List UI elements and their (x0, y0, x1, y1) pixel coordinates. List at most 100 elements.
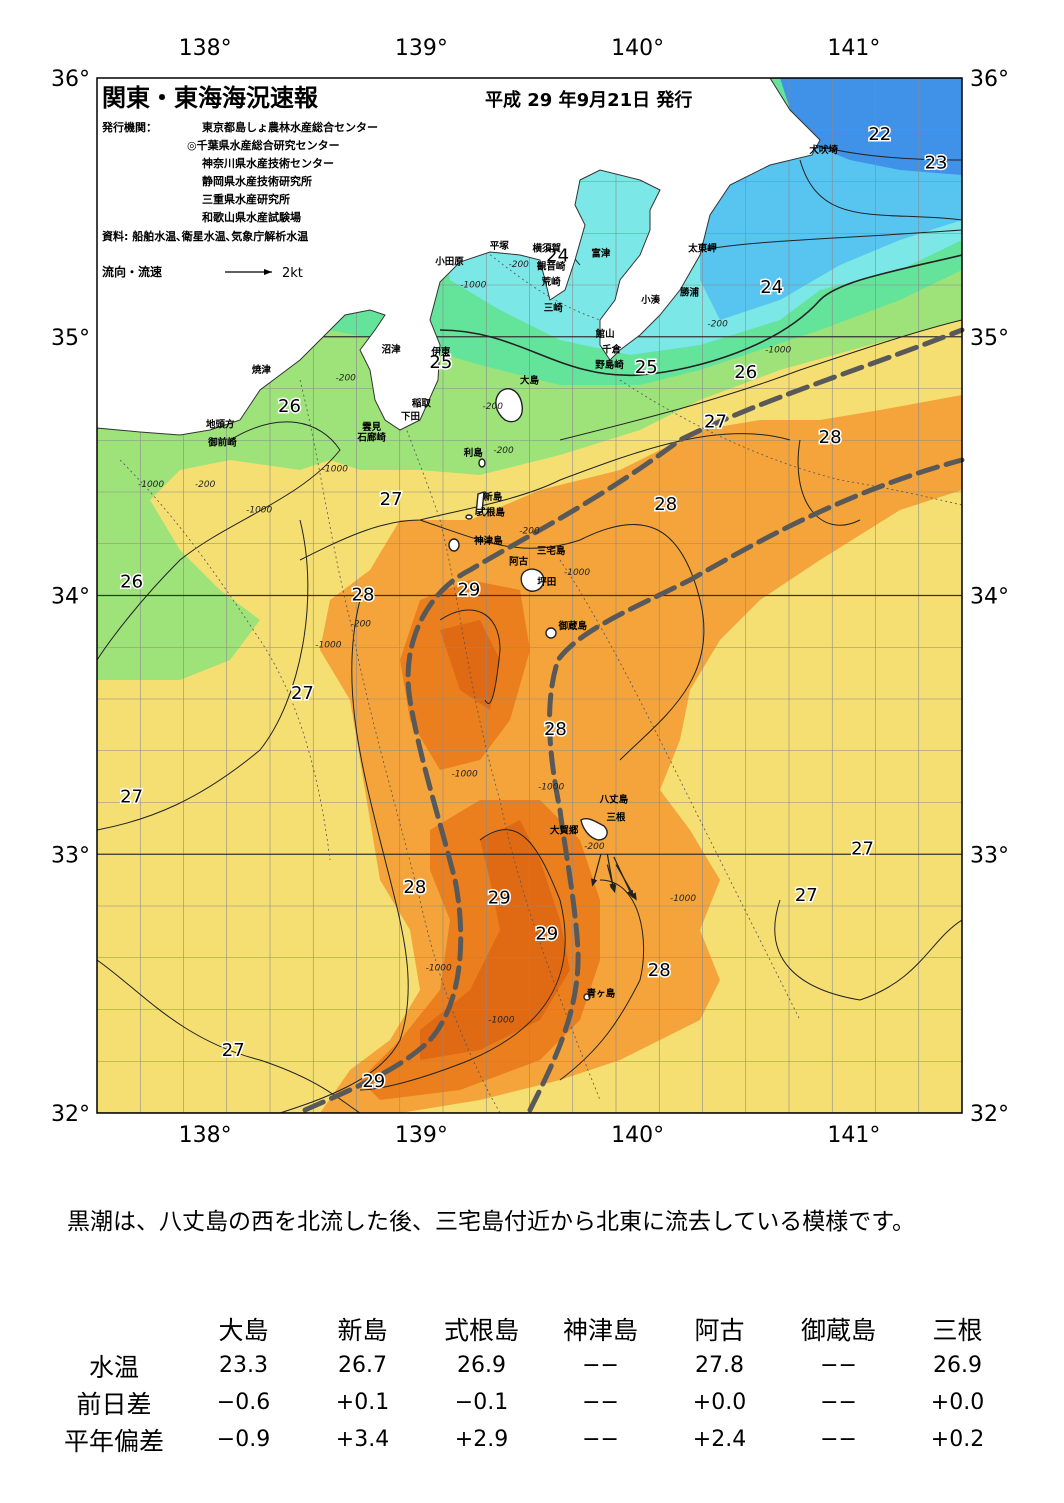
table-cell: +0.0 (930, 1390, 985, 1415)
isotherm-label: 25 (635, 357, 658, 378)
depth-label: -200 (351, 620, 372, 630)
col-ako: 阿古 (694, 1315, 745, 1345)
isotherm-label: 28 (648, 960, 671, 981)
lat-tick-label: 33° (51, 843, 90, 868)
lat-tick-label: 35° (970, 326, 1009, 351)
table-cell: −− (582, 1390, 619, 1415)
map-frame (96, 77, 963, 1114)
map-title: 関東・東海海況速報 (102, 84, 319, 112)
place-label: 伊東 (430, 346, 451, 358)
isotherm-line-26 (559, 319, 962, 441)
place-label: 神津島 (474, 535, 503, 547)
lon-tick-label: 141° (827, 36, 880, 61)
isotherm-label: 22 (868, 124, 891, 145)
place-label: 八丈島 (599, 794, 629, 806)
legend-speed: 2kt (282, 266, 303, 281)
isotherm-line-27d (797, 439, 861, 526)
agency-name: 神奈川県水産技術センター (202, 156, 334, 170)
lon-tick-label: 140° (611, 1123, 664, 1148)
isotherm-label: 25 (429, 352, 452, 373)
island-toshima (478, 458, 486, 468)
isotherm-label: 26 (734, 362, 757, 383)
table-cell: 27.8 (695, 1353, 744, 1378)
isotherm-label: 27 (120, 787, 143, 808)
place-label: 野島崎 (595, 359, 624, 371)
agency-name: 和歌山県水産試験場 (202, 210, 301, 224)
table-cell: −0.6 (216, 1390, 271, 1415)
table-cell: −− (582, 1427, 619, 1452)
lon-tick-label: 141° (827, 1123, 880, 1148)
legend-flow-label: 流向・流速 (102, 264, 162, 279)
col-oshima: 大島 (218, 1315, 269, 1345)
depth-label: -200 (508, 260, 529, 270)
zone-29-5-south (420, 820, 570, 1060)
data-sources: 資料: 船舶水温､衛星水温､気象庁解析水温 (102, 229, 308, 243)
place-label: 沼津 (382, 343, 402, 355)
depth-label: -1000 (670, 894, 696, 904)
isotherm-label: 24 (760, 277, 783, 298)
land (96, 77, 821, 436)
place-label: 利島 (463, 447, 484, 459)
temperature-table: 大島 新島 式根島 神津島 阿古 御蔵島 三根 水温 23.3 26.7 26.… (44, 1310, 1017, 1458)
agency-name: 三重県水産研究所 (202, 192, 290, 206)
depth-label: -1000 (452, 770, 478, 780)
lat-tick-label: 36° (970, 67, 1009, 92)
lat-lon-grid (97, 78, 962, 1113)
depth-label: -200 (335, 374, 356, 384)
lon-tick-label: 140° (611, 36, 664, 61)
table-cell: +0.1 (335, 1390, 390, 1415)
table-cell: +2.9 (454, 1427, 509, 1452)
kuroshio-axis-outer (527, 457, 965, 1113)
island-aogashima (583, 993, 591, 1001)
isotherm-labels: 22 23 24 24 25 25 26 26 27 28 27 28 26 28 29 27 28 27 27 28… (119, 123, 949, 1094)
isotherm-label: 28 (544, 719, 567, 740)
table-cell: −− (820, 1353, 857, 1378)
kuroshio-axis-inner (302, 327, 965, 1113)
lon-tick-label: 139° (395, 36, 448, 61)
isotherm-label: 28 (403, 877, 426, 898)
table-row: 前日差 −0.6 +0.1 −0.1 −− +0.0 −− +0.0 (44, 1384, 1017, 1421)
isotherm-line-25 (439, 254, 962, 377)
depth-label: -200 (707, 319, 728, 329)
isotherm-line-27a (299, 433, 791, 561)
place-label: 荒崎 (541, 276, 562, 288)
depth-label: -200 (195, 480, 216, 490)
table-cell: 26.9 (933, 1353, 982, 1378)
depth-label: -1000 (765, 345, 791, 355)
col-mikurajima: 御蔵島 (800, 1315, 876, 1345)
table-cell: −− (820, 1427, 857, 1452)
place-label: 稲取 (412, 398, 432, 410)
island-kozushima (448, 538, 460, 552)
depth-label: -1000 (460, 281, 486, 291)
isotherm-label: 27 (222, 1040, 245, 1061)
place-label: 犬吠埼 (808, 144, 838, 156)
table-corner (44, 1310, 184, 1347)
table-cell: −0.1 (454, 1390, 509, 1415)
lat-tick-label: 34° (970, 585, 1009, 610)
depth-label: -200 (519, 526, 540, 536)
table-cell: +0.2 (930, 1427, 985, 1452)
row-label-diff-day: 前日差 (76, 1389, 152, 1419)
place-label: 大島 (520, 374, 540, 386)
isotherm-label: 27 (795, 885, 818, 906)
axis-labels: 138° 138° 139° 139° 140° 140° 141° 141° 36° 36° 35… (51, 36, 1009, 1148)
isotherm-line-27b (97, 519, 309, 831)
agencies-list: 東京都島しょ農林水産総合センター ◎千葉県水産総合研究センター神奈川県水産技術セン… (187, 120, 378, 224)
table-cell: −0.9 (216, 1427, 271, 1452)
isotherm-label: 29 (488, 887, 511, 908)
isotherm-label: 28 (819, 427, 842, 448)
table-cell: 26.7 (338, 1353, 387, 1378)
table-cell: +0.0 (692, 1390, 747, 1415)
place-label: 青ヶ島 (587, 988, 616, 1000)
lat-tick-label: 32° (970, 1102, 1009, 1127)
island-mikurajima (545, 627, 557, 639)
lat-tick-label: 32° (51, 1102, 90, 1127)
place-label: 御前崎 (207, 436, 237, 448)
place-label: 式根島 (476, 506, 505, 518)
col-shikinejima: 式根島 (443, 1315, 519, 1345)
issue-date: 平成 29 年9月21日 発行 (485, 89, 692, 111)
table-cell: 26.9 (457, 1353, 506, 1378)
place-label: 新島 (483, 491, 503, 503)
row-label-temp: 水温 (88, 1352, 139, 1382)
lon-tick-label: 139° (395, 1123, 448, 1148)
